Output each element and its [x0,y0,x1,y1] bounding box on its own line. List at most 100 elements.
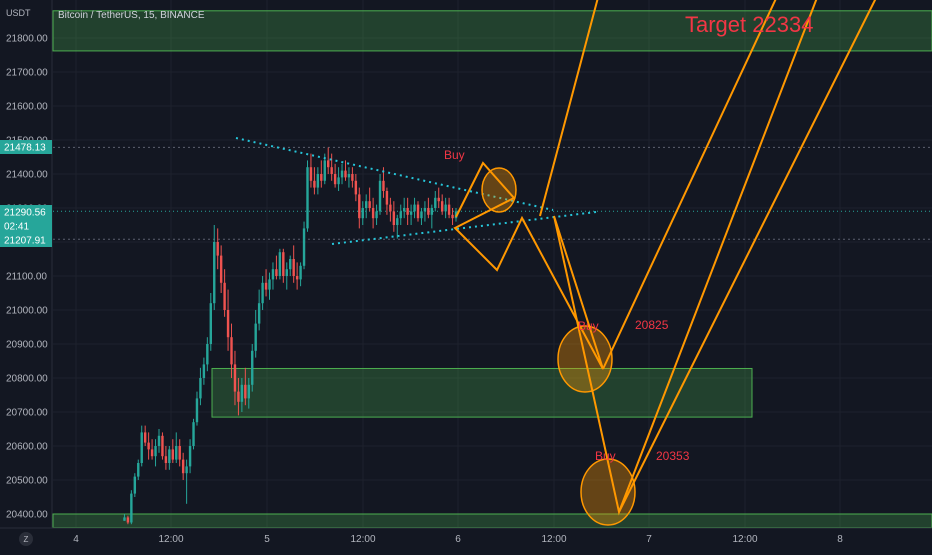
candle-body [181,459,185,474]
candle-body [323,160,326,181]
projection-path [453,0,818,516]
zones [52,10,932,529]
candle-body [216,242,219,256]
candle-body [206,344,209,365]
candle-body [423,208,427,212]
price-badge-label: 21478.13 [4,143,46,154]
time-tick-label: 12:00 [541,534,566,545]
candle-body [140,432,143,463]
trendline-lower [331,211,597,245]
price-badge-label: 21207.91 [4,236,46,247]
candle-body [299,265,302,280]
annotation-level-20353: 20353 [656,449,690,463]
candle-body [130,493,133,523]
candle-body [385,191,389,205]
buy-circle-3 [580,458,636,526]
candle-body [213,242,216,304]
candle-body [340,170,344,178]
price-tick-label: 21600.00 [6,102,48,113]
time-axis-panel[interactable] [0,528,932,550]
time-tick-label: 12:00 [732,534,757,545]
annotation-buy-2: Buy [578,319,599,333]
candle-body [375,211,378,219]
top-zone [52,10,932,52]
candle-body [123,517,126,521]
candle-body [254,323,257,351]
annotation-buy-1: Buy [444,148,465,162]
candle-body [344,170,347,178]
candles [119,147,458,529]
candle-body [330,167,333,174]
price-tick-label: 21000.00 [6,306,48,317]
candle-body [368,201,371,208]
candle-body [416,204,420,219]
candle-body [371,208,375,219]
candle-body [271,269,275,280]
candle-body [351,174,354,181]
candle-body [316,174,320,188]
candle-body [209,303,213,344]
price-badges: 21478.13 21290.56 02:41 21207.91 [0,140,52,247]
price-badge-bg [0,205,52,219]
candle-body [378,180,382,212]
candle-body [337,177,340,185]
time-tick-label: 4 [73,534,79,545]
channel-line-2 [539,0,599,217]
candle-body [420,211,423,219]
candle-body [306,167,309,229]
candle-body [399,211,402,219]
candle-body [268,279,271,290]
candle-body [161,435,164,457]
annotation-target: Target 22334 [685,12,813,37]
candle-body [202,364,206,378]
candle-body [451,214,454,219]
drawings [235,0,877,526]
candle-body [396,218,399,225]
candle-body [440,201,444,212]
time-tick-label: 7 [646,534,652,545]
price-badge-bg [0,140,52,154]
candle-body [178,446,181,460]
candle-body [437,197,440,202]
candle-body [240,384,244,402]
time-tick-label: 6 [455,534,461,545]
price-badge-bg [0,219,52,233]
candle-body [292,259,295,276]
price-badge-bg [0,233,52,247]
channel-line-1 [602,0,777,370]
auto-scale-icon[interactable]: Z [19,532,33,546]
candle-body [302,228,306,266]
candle-body [150,449,154,457]
time-axis-labels: 4 12:00 5 12:00 6 12:00 7 12:00 8 [73,534,843,545]
candle-body [347,174,351,178]
candle-body [185,466,188,474]
candle-body [168,449,171,463]
candle-body [358,194,361,219]
candle-body [251,350,254,385]
candle-body [143,432,147,443]
candle-body [171,449,175,460]
price-tick-label: 20700.00 [6,408,48,419]
candle-body [226,310,230,338]
svg-text:Z: Z [24,535,29,544]
candle-body [244,384,247,399]
price-tick-label: 21800.00 [6,34,48,45]
candle-body [447,204,451,215]
candle-body [199,378,202,399]
candle-body [247,384,250,399]
price-tick-label: 20800.00 [6,374,48,385]
candle-body [389,204,392,212]
candle-body [333,174,337,185]
candle-body [309,167,313,181]
price-tick-label: 20600.00 [6,442,48,453]
candle-body [126,517,130,523]
price-axis-panel[interactable] [0,0,52,528]
candle-body [354,180,358,195]
candle-body [188,446,192,467]
candle-body [137,463,140,477]
candle-body [430,208,434,215]
candle-body [237,391,240,402]
